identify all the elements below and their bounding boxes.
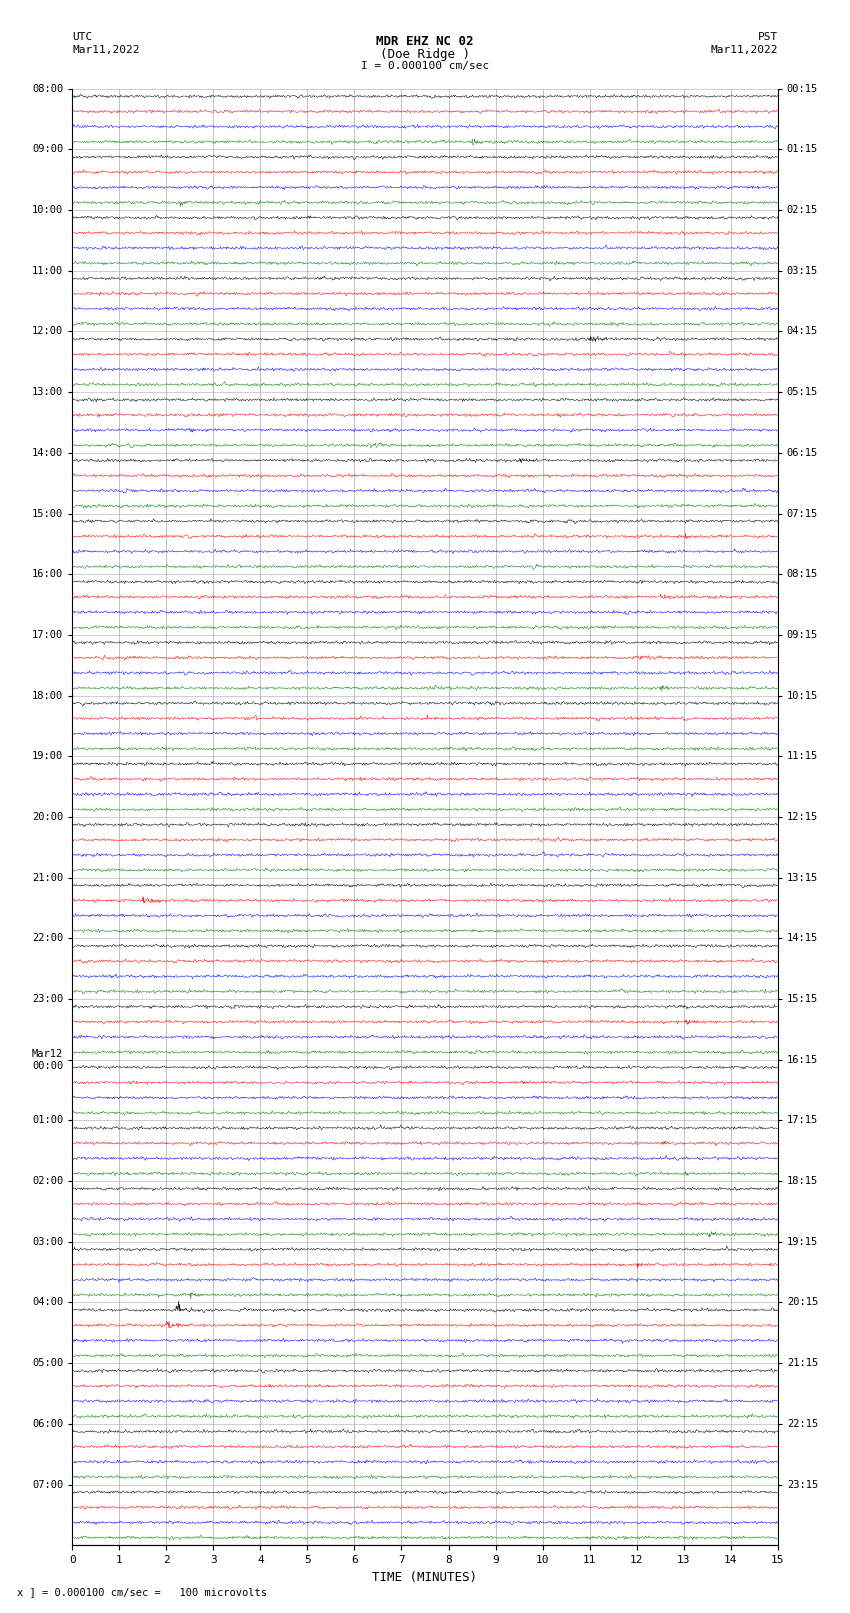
- Text: (Doe Ridge ): (Doe Ridge ): [380, 48, 470, 61]
- Text: PST: PST: [757, 32, 778, 42]
- Text: I = 0.000100 cm/sec: I = 0.000100 cm/sec: [361, 61, 489, 71]
- Text: UTC: UTC: [72, 32, 93, 42]
- Text: x ] = 0.000100 cm/sec =   100 microvolts: x ] = 0.000100 cm/sec = 100 microvolts: [17, 1587, 267, 1597]
- Text: Mar11,2022: Mar11,2022: [72, 45, 139, 55]
- X-axis label: TIME (MINUTES): TIME (MINUTES): [372, 1571, 478, 1584]
- Text: MDR EHZ NC 02: MDR EHZ NC 02: [377, 35, 473, 48]
- Text: Mar11,2022: Mar11,2022: [711, 45, 778, 55]
